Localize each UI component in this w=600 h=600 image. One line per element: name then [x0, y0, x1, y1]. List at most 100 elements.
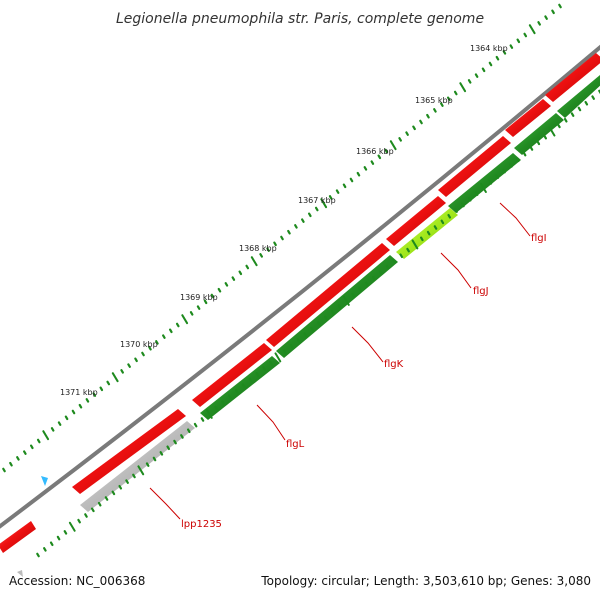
minor-tick [577, 106, 582, 112]
minor-tick [77, 518, 81, 524]
minor-tick [289, 343, 294, 349]
minor-tick [43, 547, 47, 552]
minor-tick [502, 168, 506, 174]
tick-label: 1366 kbp [356, 147, 394, 156]
forward-cds[interactable] [386, 196, 446, 246]
minor-tick [241, 383, 246, 388]
forward-cds[interactable] [266, 243, 390, 347]
minor-tick [118, 484, 123, 490]
minor-tick [310, 326, 314, 332]
minor-tick [440, 102, 444, 107]
forward-cds[interactable] [438, 136, 511, 197]
gene-label-flgK[interactable]: flgK [351, 326, 404, 370]
minor-tick [461, 202, 465, 208]
forward-cds[interactable] [505, 99, 551, 137]
forward-cds[interactable] [192, 343, 272, 407]
forward-cds[interactable] [545, 53, 600, 102]
major-tick [205, 408, 213, 419]
gene-label-flgL[interactable]: flgL [256, 404, 305, 450]
minor-tick [301, 218, 305, 223]
reverse-cds[interactable] [514, 113, 564, 155]
reverse-cds[interactable] [557, 75, 600, 118]
gene-label-flgJ[interactable]: flgJ [440, 252, 489, 297]
minor-tick [584, 100, 589, 106]
minor-tick [515, 157, 520, 163]
minor-tick [342, 183, 347, 189]
gene-label-text: flgK [384, 359, 404, 370]
minor-tick [356, 171, 361, 177]
minor-tick [314, 206, 319, 212]
gene-flgL-shape[interactable] [200, 356, 280, 420]
minor-tick [2, 467, 6, 473]
minor-tick [370, 160, 375, 165]
gene-label-lpp1235[interactable]: lpp1235 [149, 487, 222, 530]
minor-tick [120, 369, 124, 374]
gene-flgK-shape[interactable] [276, 255, 398, 358]
minor-tick [92, 392, 97, 397]
minor-tick [433, 225, 438, 230]
minor-tick [317, 321, 321, 326]
tick-labels: 1364 kbp 1365 kbp 1366 kbp 1367 kbp 1368… [60, 44, 508, 397]
minor-tick [134, 357, 138, 363]
minor-tick [196, 305, 201, 310]
genome-backbone [0, 44, 600, 529]
minor-tick [570, 112, 575, 117]
major-tick [68, 521, 76, 532]
minor-tick [454, 208, 458, 213]
minor-tick [337, 304, 342, 309]
gene-label-text: flgL [286, 439, 305, 450]
minor-tick [557, 123, 561, 129]
gene-label-flgI[interactable]: flgI [499, 202, 547, 244]
gene-flgI-shape[interactable] [448, 153, 521, 213]
minor-tick [307, 212, 312, 218]
minor-tick [433, 108, 437, 113]
minor-tick [280, 235, 284, 241]
minor-tick [231, 276, 236, 281]
tick-label: 1365 kbp [415, 96, 453, 105]
forward-cds[interactable] [0, 521, 36, 553]
minor-tick [287, 229, 291, 235]
minor-tick [200, 417, 205, 422]
minor-tick [141, 351, 145, 357]
minor-tick [509, 44, 514, 49]
minor-tick [57, 421, 62, 426]
minor-tick [324, 315, 328, 321]
major-tick [274, 352, 282, 363]
minor-tick [210, 293, 215, 299]
minor-tick [474, 191, 479, 196]
feature-marker[interactable] [41, 476, 48, 486]
tick-label: 1369 kbp [180, 293, 218, 302]
major-tick [42, 430, 50, 441]
minor-tick [488, 61, 493, 67]
minor-tick [248, 377, 253, 383]
minor-tick [522, 151, 527, 157]
minor-tick [78, 403, 83, 409]
minor-tick [398, 137, 402, 142]
gene-label-text: flgJ [473, 286, 489, 297]
minor-tick [266, 247, 270, 252]
forward-cds[interactable] [72, 409, 186, 494]
minor-tick [591, 95, 595, 100]
minor-tick [385, 264, 390, 270]
minor-tick [529, 146, 534, 151]
minor-tick [186, 428, 191, 434]
minor-tick [111, 490, 116, 496]
gene-label-text: flgI [531, 233, 547, 244]
minor-tick [64, 415, 69, 421]
major-tick [411, 239, 419, 250]
minor-tick [217, 287, 222, 293]
major-tick [343, 295, 350, 306]
minor-tick [255, 372, 260, 377]
minor-tick [228, 394, 232, 400]
major-tick [389, 140, 397, 151]
minor-tick [509, 163, 513, 168]
minor-tick [536, 140, 541, 146]
minor-tick [85, 398, 90, 403]
feature-marker-faint [17, 570, 23, 577]
minor-tick [330, 309, 335, 315]
major-tick [459, 82, 467, 93]
minor-tick [467, 196, 472, 202]
minor-tick [152, 456, 157, 462]
tick-label: 1371 kbp [60, 388, 98, 397]
